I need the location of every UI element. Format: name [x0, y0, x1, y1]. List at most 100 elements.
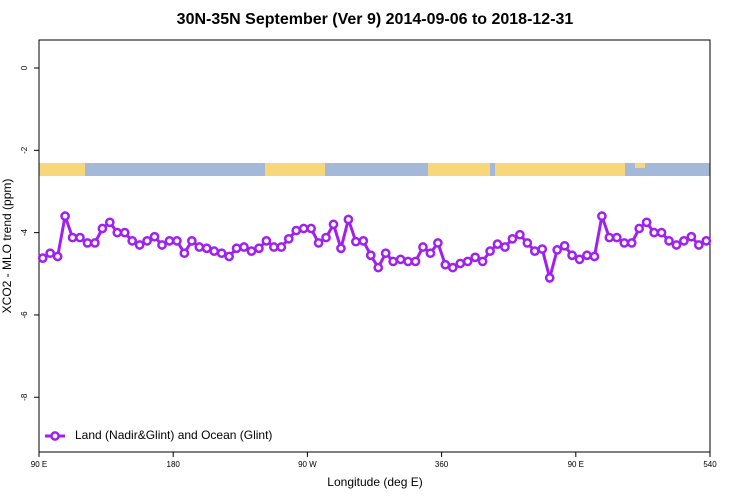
data-point: [306, 223, 316, 234]
data-point: [201, 243, 212, 254]
data-point: [75, 232, 85, 243]
data-point: [291, 225, 302, 236]
data-point: [254, 243, 264, 254]
data-point: [45, 248, 56, 259]
data-point: [60, 211, 70, 222]
data-point: [127, 236, 138, 246]
data-point: [157, 240, 167, 250]
data-point: [82, 238, 93, 248]
data-point: [582, 250, 592, 261]
data-point: [313, 238, 324, 248]
data-point: [380, 248, 391, 259]
data-point: [37, 253, 48, 263]
x-tick-label: 180: [167, 460, 181, 469]
land-band: [495, 163, 625, 176]
data-point: [321, 232, 331, 243]
data-point: [403, 256, 413, 267]
data-point: [119, 227, 130, 238]
data-point: [134, 240, 145, 250]
data-point: [656, 227, 667, 238]
x-tick-label: 90 E: [568, 460, 584, 469]
data-point: [224, 251, 234, 262]
data-point: [507, 233, 518, 244]
data-point: [492, 239, 503, 249]
data-point: [343, 214, 354, 225]
data-point: [298, 223, 309, 234]
data-point: [686, 231, 697, 242]
y-axis-label: XCO2 - MLO trend (ppm): [0, 179, 14, 314]
data-point: [52, 251, 63, 262]
data-point: [597, 211, 607, 222]
data-point: [679, 236, 689, 246]
data-point: [395, 254, 406, 265]
x-axis-label: Longitude (deg E): [327, 475, 422, 489]
data-point: [552, 245, 563, 255]
y-tick-label: -4: [20, 229, 29, 237]
data-point: [336, 243, 346, 254]
data-point: [388, 256, 398, 267]
data-point: [246, 246, 257, 256]
data-point: [142, 236, 152, 246]
data-point: [90, 238, 100, 248]
land-band: [635, 163, 645, 168]
data-point: [410, 256, 421, 267]
data-point: [179, 248, 190, 259]
data-point: [425, 248, 436, 259]
data-point: [559, 240, 570, 251]
data-point: [358, 236, 369, 246]
data-point: [589, 251, 600, 262]
data-point: [433, 238, 443, 248]
data-point: [462, 256, 473, 267]
data-point: [283, 233, 294, 244]
data-point: [216, 248, 227, 259]
data-point: [626, 238, 637, 248]
data-point: [209, 246, 220, 256]
data-point: [194, 242, 205, 252]
legend-label: Land (Nadir&Glint) and Ocean (Glint): [75, 428, 272, 442]
data-point: [485, 246, 495, 256]
x-tick-label: 540: [703, 460, 717, 469]
y-tick-label: -8: [20, 393, 29, 401]
y-tick-label: -6: [20, 311, 29, 319]
data-point: [522, 238, 533, 248]
data-point: [231, 243, 242, 254]
y-tick-label: -2: [20, 146, 29, 154]
data-point: [261, 236, 272, 246]
data-point: [619, 238, 630, 248]
data-point: [186, 236, 197, 246]
data-point: [701, 236, 712, 246]
data-point: [544, 273, 555, 283]
x-tick-label: 90 E: [31, 460, 47, 469]
land-ocean-strip: [39, 163, 710, 176]
plot-frame: [38, 39, 711, 453]
data-point: [477, 256, 488, 267]
data-point: [611, 232, 622, 243]
land-band: [265, 163, 325, 176]
data-point: [693, 240, 704, 250]
data-point: [104, 217, 115, 228]
data-point: [634, 223, 645, 234]
data-point: [67, 232, 78, 243]
data-point: [276, 242, 287, 252]
data-point: [351, 236, 361, 247]
x-tick-label: 90 W: [298, 460, 317, 469]
data-point: [567, 250, 577, 261]
data-point: [239, 242, 249, 252]
data-point: [500, 242, 510, 252]
data-point: [328, 219, 339, 230]
data-point: [172, 236, 182, 246]
y-tick-label: 0: [20, 65, 29, 70]
data-point: [365, 250, 376, 261]
data-point: [664, 236, 674, 246]
data-point: [515, 229, 525, 240]
data-point: [537, 244, 548, 254]
data-point: [604, 232, 615, 243]
data-point: [164, 236, 175, 246]
data-point: [112, 227, 123, 238]
data-point: [671, 240, 682, 250]
legend-marker: [50, 431, 60, 441]
data-point: [97, 223, 108, 234]
data-point: [269, 242, 279, 252]
